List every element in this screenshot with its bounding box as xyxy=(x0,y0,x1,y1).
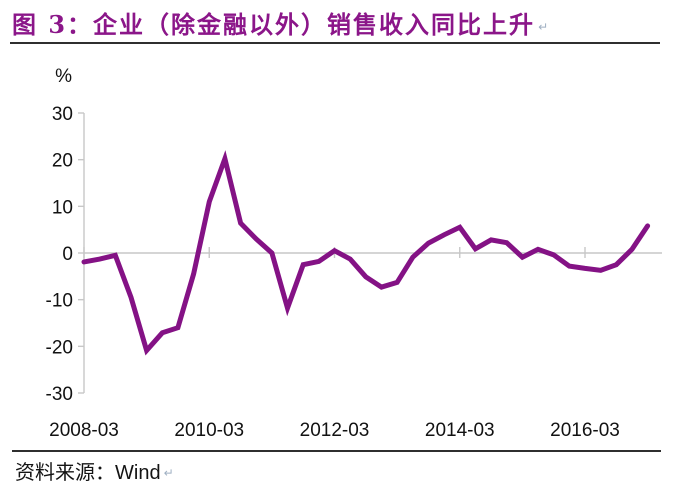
paragraph-mark-icon: ↵ xyxy=(538,20,549,34)
y-tick-label: -10 xyxy=(46,291,73,312)
source-prefix-label: 资料来源： xyxy=(15,460,115,484)
x-tick-label: 2016-03 xyxy=(550,420,620,441)
y-tick-label: 0 xyxy=(62,244,73,265)
y-tick-label: 10 xyxy=(52,197,73,218)
series-line xyxy=(81,150,651,356)
source-divider-line xyxy=(12,450,661,452)
y-tick-label: -20 xyxy=(46,337,73,358)
source-name-label: Wind xyxy=(115,462,161,484)
paragraph-mark-icon: ↵ xyxy=(163,466,174,480)
x-tick-label: 2012-03 xyxy=(300,420,370,441)
figure-title-text: 图 3：企业（除金融以外）销售收入同比上升 xyxy=(12,10,536,39)
y-tick-label: -30 xyxy=(46,384,73,405)
plot-area: 30 20 10 0 -10 -20 -30 2008-03 2010-03 2012-03 201… xyxy=(46,104,662,441)
y-tick-label: 20 xyxy=(52,151,73,172)
x-tick-label: 2010-03 xyxy=(174,420,244,441)
title-divider-line xyxy=(10,42,660,44)
figure-title: 图 3：企业（除金融以外）销售收入同比上升 ↵ xyxy=(12,5,548,40)
y-axis-unit-label: % xyxy=(55,66,72,87)
x-tick-label: 2014-03 xyxy=(425,420,495,441)
x-tick-label: 2008-03 xyxy=(49,420,119,441)
y-tick-label: 30 xyxy=(52,104,73,125)
source-note: 资料来源：Wind ↵ xyxy=(15,456,174,485)
